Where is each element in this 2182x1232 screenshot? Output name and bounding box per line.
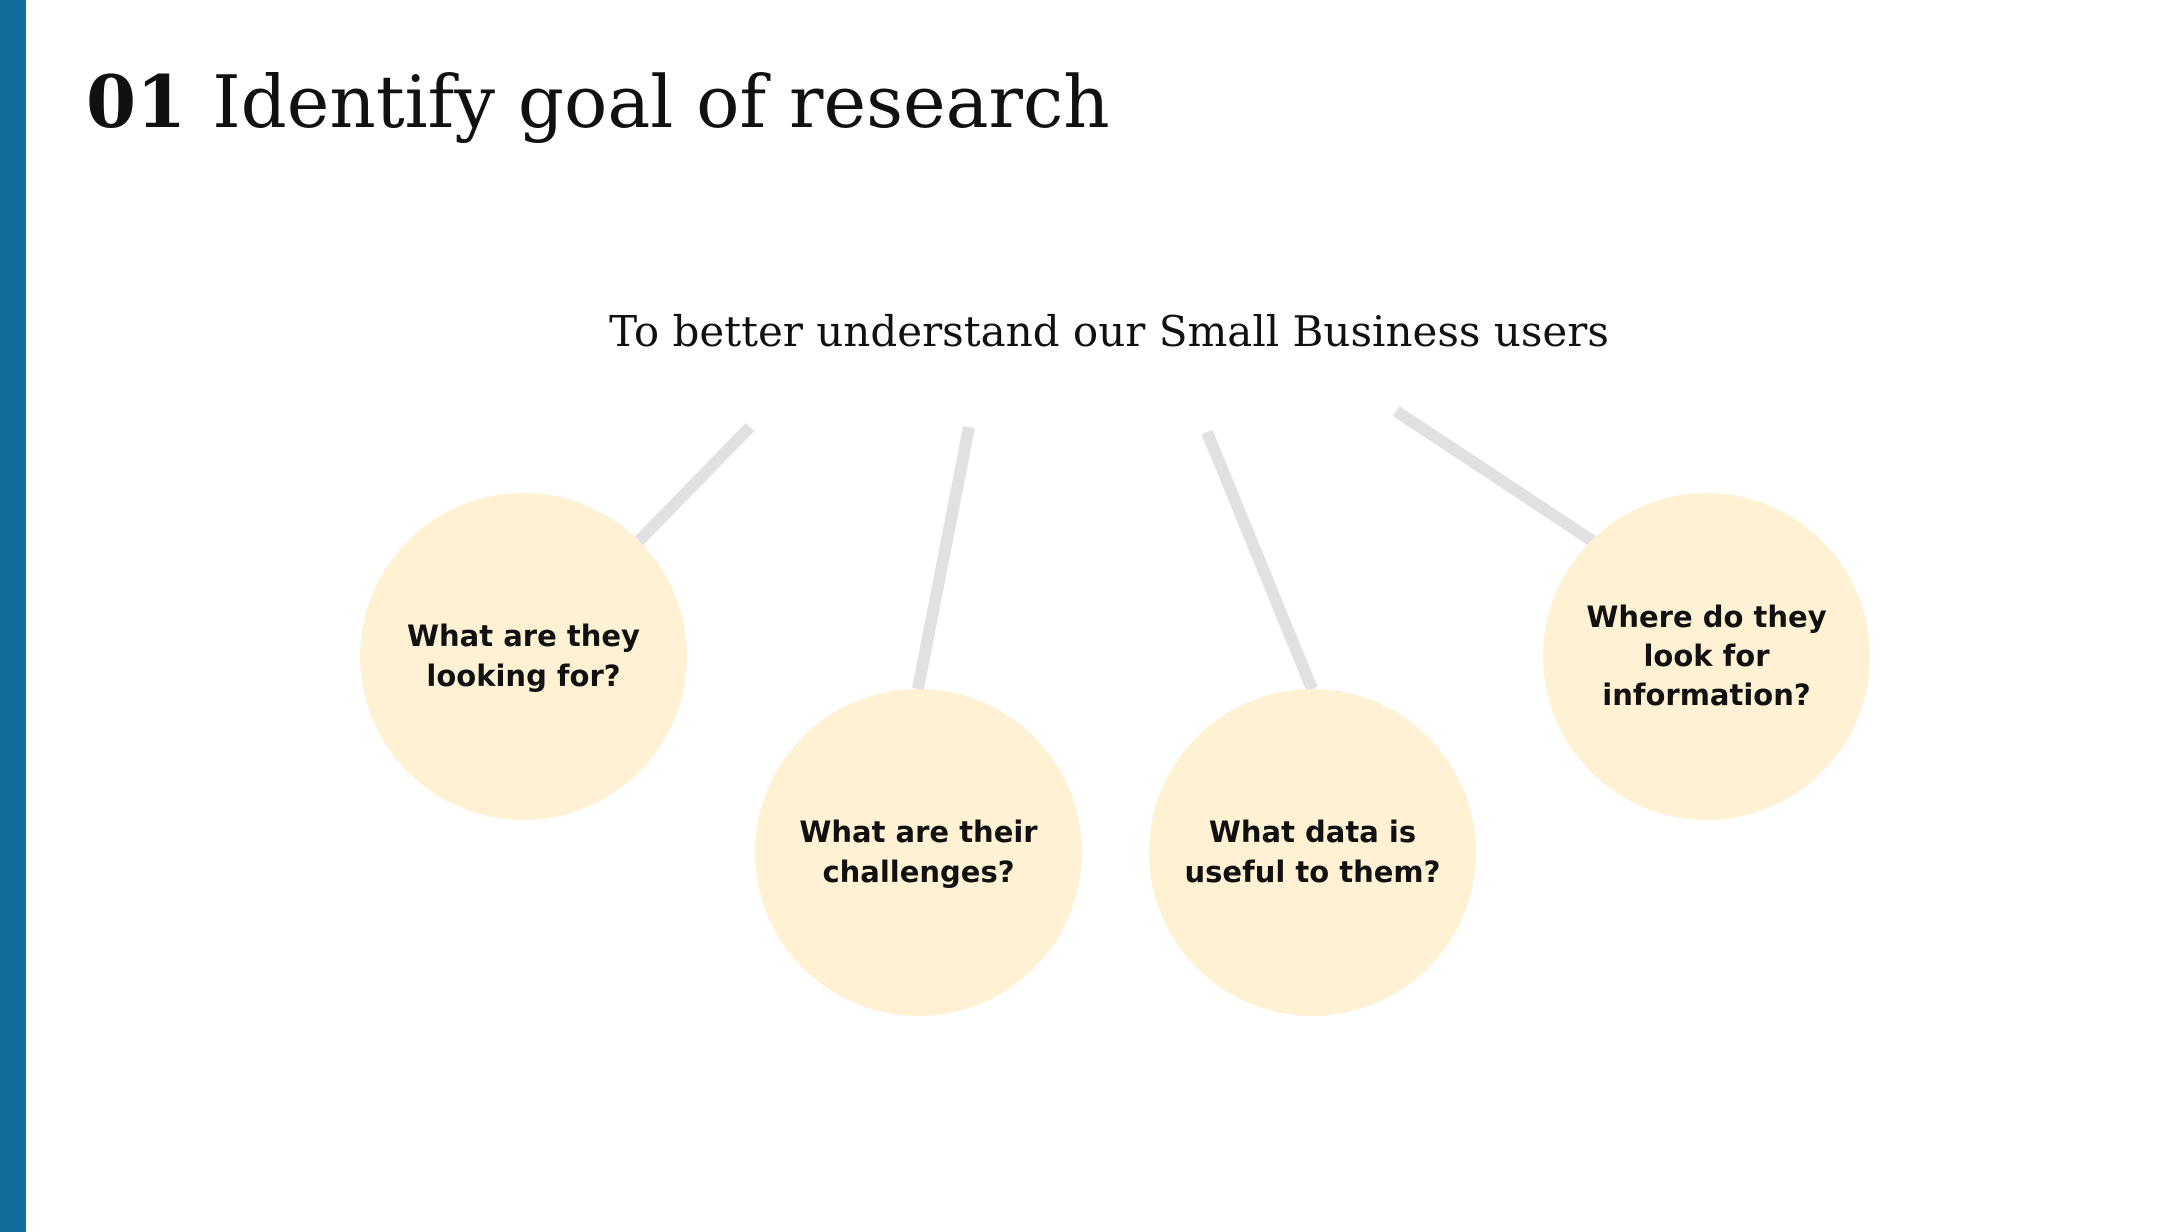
slide-title: 01 Identify goal of research — [86, 62, 1110, 142]
slide-number: 01 — [86, 59, 187, 144]
accent-bar — [0, 0, 26, 1232]
question-bubble-challenges: What are their challenges? — [755, 689, 1082, 1016]
research-goal: To better understand our Small Business … — [609, 307, 1609, 356]
connector-line-1 — [632, 422, 755, 548]
connector-line-2 — [912, 425, 975, 691]
connector-line-3 — [1201, 429, 1318, 692]
question-bubble-information-sources: Where do they look for information? — [1543, 493, 1870, 820]
question-bubble-looking-for: What are they looking for? — [360, 493, 687, 820]
question-text: Where do they look for information? — [1586, 599, 1827, 713]
question-bubble-useful-data: What data is useful to them? — [1149, 689, 1476, 1016]
question-text: What are they looking for? — [407, 619, 640, 693]
question-text: What are their challenges? — [799, 815, 1038, 889]
slide-title-text: Identify goal of research — [212, 60, 1110, 144]
question-text: What data is useful to them? — [1184, 815, 1441, 889]
connector-line-4 — [1392, 405, 1598, 548]
